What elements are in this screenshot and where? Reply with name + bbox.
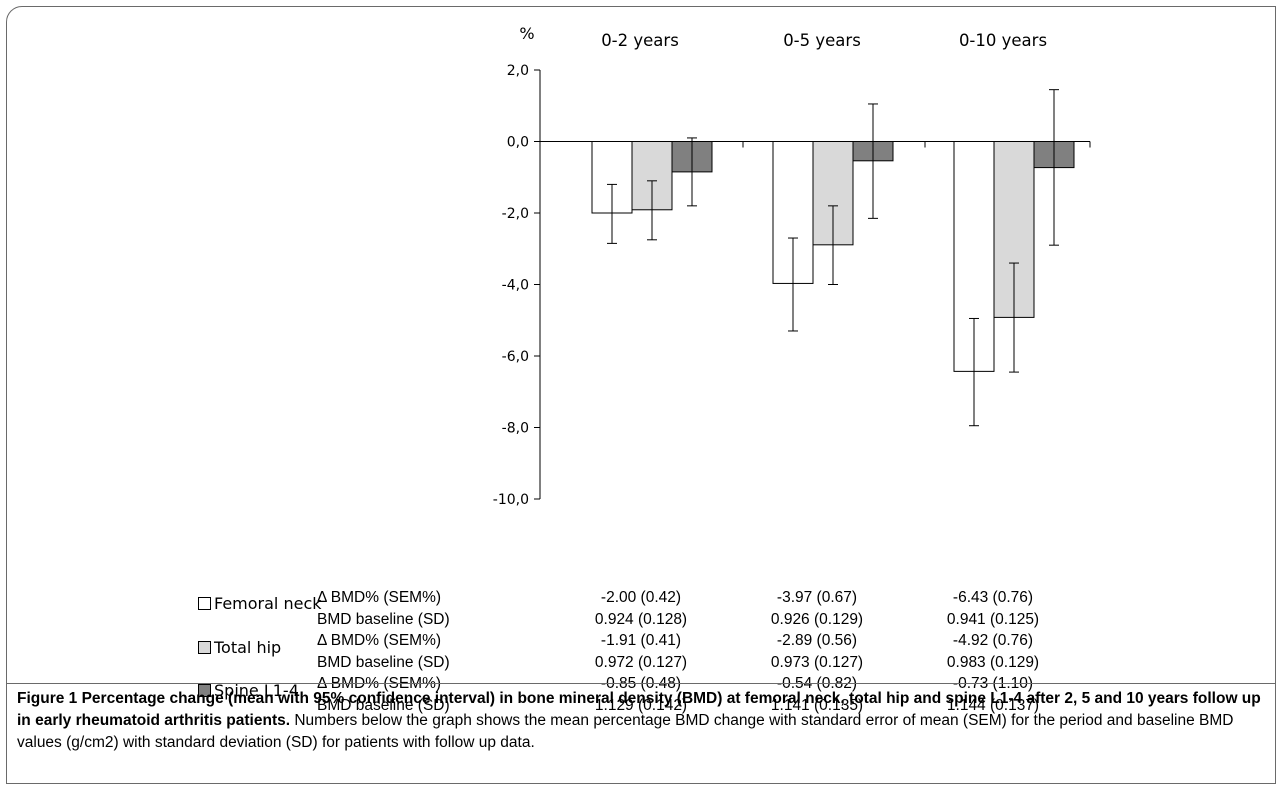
figure-caption: Figure 1 Percentage change (mean with 95… — [17, 688, 1269, 754]
category-label: 0-5 years — [783, 31, 861, 50]
y-tick-label: 2,0 — [507, 63, 529, 79]
category-label: 0-2 years — [601, 31, 679, 50]
caption-text: Numbers below the graph shows the mean p… — [17, 712, 1234, 751]
chart-error-bars — [607, 89, 1059, 427]
y-axis-label: % — [519, 24, 534, 43]
category-label: 0-10 years — [959, 31, 1047, 50]
caption-title: Figure 1 Percentage change (mean with 95… — [17, 690, 1261, 729]
y-tick-label: -4,0 — [502, 278, 529, 294]
y-tick-label: -8,0 — [502, 421, 529, 437]
y-tick-label: 0,0 — [507, 135, 529, 151]
y-tick-label: -2,0 — [502, 206, 529, 222]
chart-labels: 2,0 0,0 -2,0 -4,0 -6,0 -8,0 -10,0% 0-2 years 0-5… — [493, 24, 1047, 508]
bar-chart: 2,0 0,0 -2,0 -4,0 -6,0 -8,0 -10,0% 0-2 years 0-5… — [493, 24, 1091, 508]
y-tick-label: -6,0 — [502, 349, 529, 365]
caption-divider — [6, 683, 1276, 684]
y-tick-label: -10,0 — [493, 492, 529, 508]
figure-frame — [6, 6, 1276, 784]
